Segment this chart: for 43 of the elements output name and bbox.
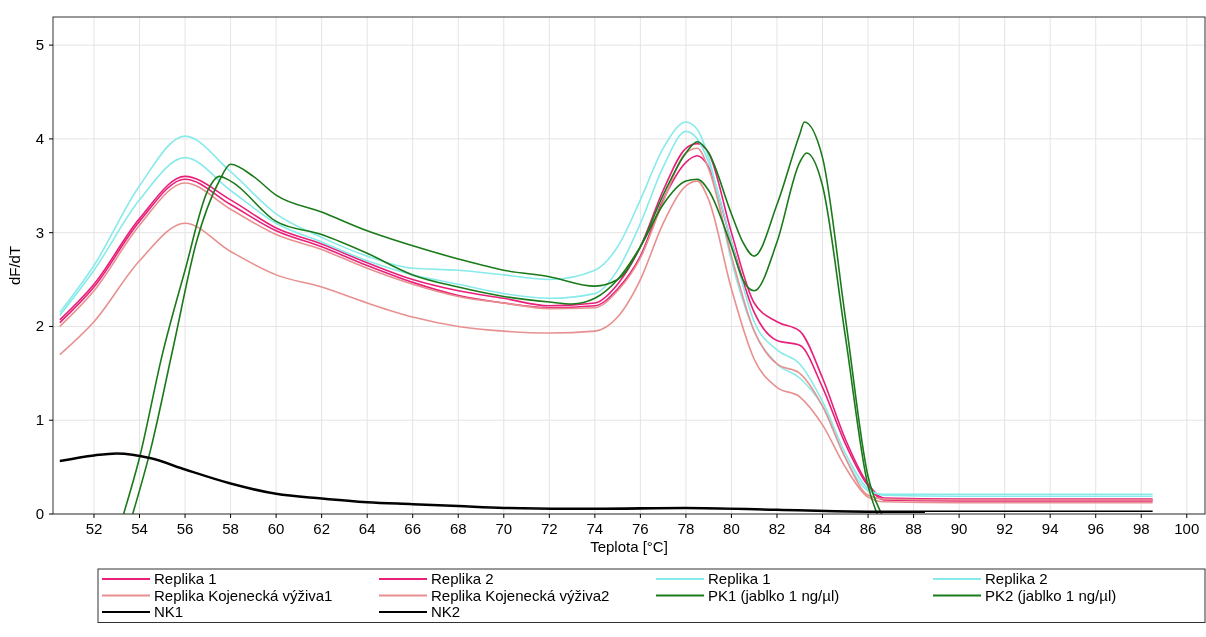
x-tick-label: 98 [1132, 520, 1150, 537]
y-tick-label: 2 [35, 317, 44, 335]
y-tick-label: 1 [35, 411, 44, 429]
x-tick-label: 52 [85, 520, 103, 537]
legend-label: Replika Kojenecká výživa1 [154, 586, 333, 604]
legend-label: NK2 [431, 603, 461, 620]
x-tick-label: 64 [358, 520, 376, 537]
x-tick-label: 72 [540, 520, 558, 537]
legend-label: PK2 (jablko 1 ng/µl) [985, 586, 1117, 604]
x-tick-label: 92 [996, 520, 1013, 537]
x-axis-title: Teplota [°C] [590, 538, 668, 555]
legend-label: PK1 (jablko 1 ng/µl) [708, 586, 840, 604]
legend-label: Replika 2 [985, 570, 1048, 587]
legend-label: NK1 [154, 603, 184, 620]
legend-label: Replika Kojenecká výživa2 [431, 586, 610, 604]
x-tick-label: 68 [449, 520, 467, 537]
x-tick-label: 70 [495, 520, 513, 537]
x-tick-label: 76 [632, 520, 649, 537]
x-tick-label: 94 [1041, 520, 1059, 537]
x-tick-label: 88 [905, 520, 922, 537]
x-tick-label: 96 [1087, 520, 1105, 537]
x-tick-label: 90 [950, 520, 968, 537]
x-tick-label: 66 [404, 520, 422, 537]
x-tick-label: 82 [768, 520, 786, 537]
x-tick-label: 60 [267, 520, 285, 537]
x-tick-label: 56 [176, 520, 194, 537]
y-tick-label: 5 [35, 36, 44, 54]
x-tick-label: 74 [586, 520, 604, 537]
x-tick-label: 62 [313, 520, 330, 537]
y-tick-label: 3 [35, 223, 44, 241]
x-tick-label: 86 [859, 520, 877, 537]
x-tick-label: 58 [222, 520, 239, 537]
legend-label: Replika 2 [431, 570, 494, 587]
x-tick-label: 100 [1174, 520, 1200, 537]
legend-label: Replika 1 [154, 570, 217, 587]
x-tick-label: 84 [814, 520, 831, 537]
y-tick-label: 4 [35, 129, 44, 147]
x-tick-label: 80 [723, 520, 740, 537]
x-tick-label: 54 [131, 520, 148, 537]
y-axis-title: dF/dT [6, 245, 23, 286]
y-tick-label: 0 [35, 505, 44, 522]
x-tick-label: 78 [677, 520, 695, 537]
legend-label: Replika 1 [708, 570, 771, 587]
